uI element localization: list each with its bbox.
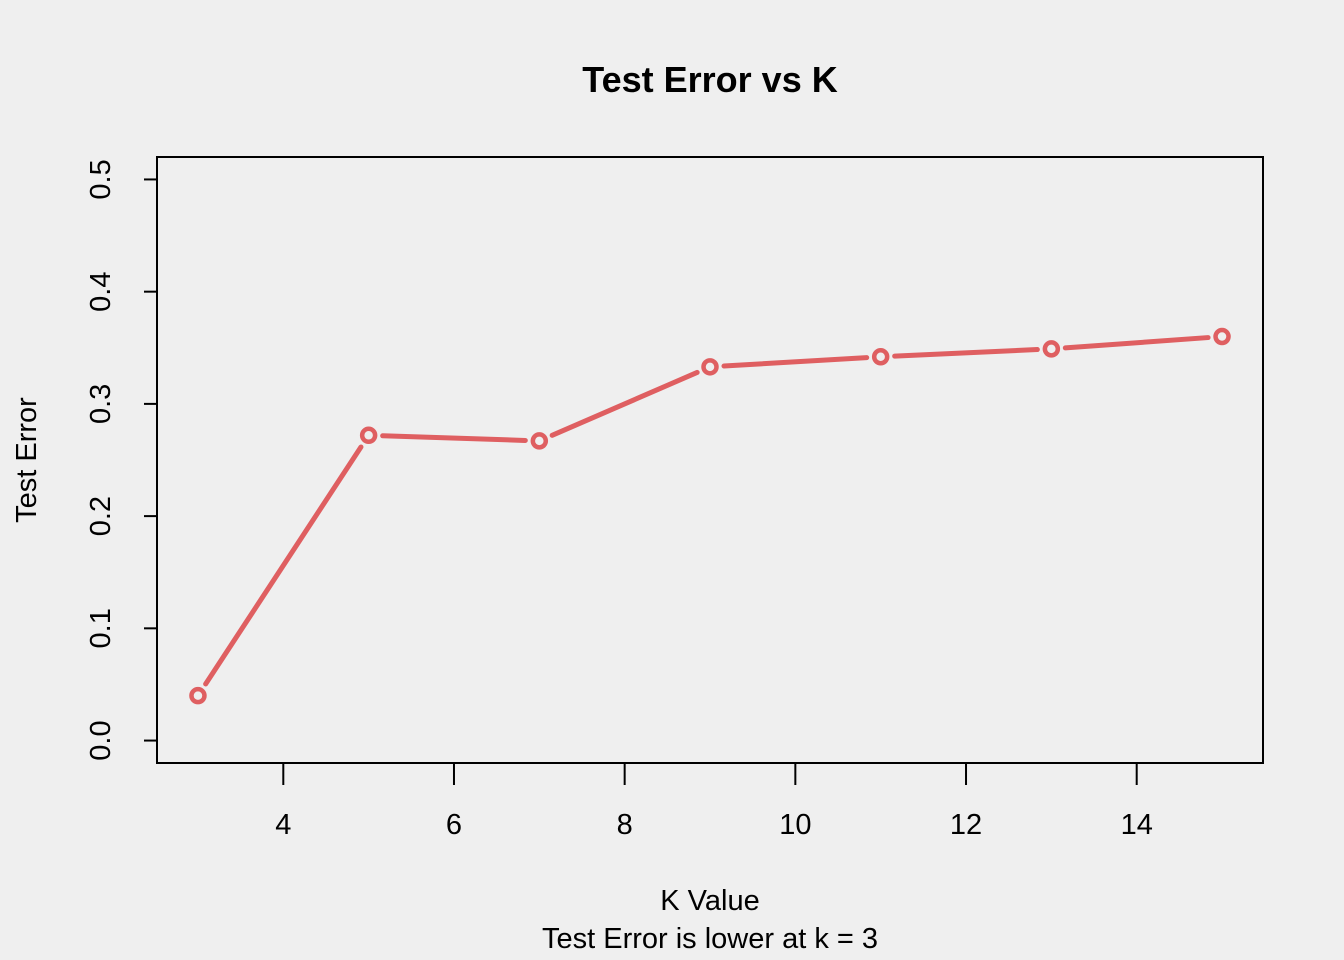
data-point xyxy=(189,686,207,705)
y-tick-label: 0.3 xyxy=(85,384,117,424)
data-point xyxy=(701,358,719,376)
plot-frame xyxy=(156,156,1264,764)
y-tick-label: 0.1 xyxy=(85,608,117,648)
data-point xyxy=(530,432,549,450)
data-point xyxy=(1213,327,1231,346)
x-tick-label: 12 xyxy=(950,809,982,841)
series-segment xyxy=(721,355,870,369)
series-segment xyxy=(549,369,700,438)
y-tick-label: 0.0 xyxy=(85,720,117,760)
y-axis: 0.0 0.1 0.2 0.3 0.4 0.5 xyxy=(85,159,158,761)
chart-title: Test Error vs K xyxy=(582,59,837,100)
x-tick-label: 14 xyxy=(1121,809,1153,841)
data-point xyxy=(871,348,890,366)
data-point xyxy=(359,426,378,445)
series-segment xyxy=(380,433,528,443)
x-tick-label: 6 xyxy=(446,809,462,841)
y-tick-label: 0.5 xyxy=(85,159,117,199)
series-segment xyxy=(892,347,1040,359)
x-tick-label: 8 xyxy=(617,809,633,841)
series-line xyxy=(203,335,1211,687)
y-tick-label: 0.2 xyxy=(85,496,117,536)
x-axis-label: K Value xyxy=(660,885,759,917)
series-points xyxy=(189,327,1231,705)
x-tick-label: 10 xyxy=(779,809,811,841)
data-point xyxy=(1042,340,1061,358)
chart-subtitle: Test Error is lower at k = 3 xyxy=(542,923,878,955)
y-axis-label: Test Error xyxy=(11,397,43,523)
series-segment xyxy=(1062,335,1211,351)
x-axis: 4 6 8 10 12 14 xyxy=(275,762,1153,841)
series-segment xyxy=(203,444,364,687)
x-tick-label: 4 xyxy=(275,809,291,841)
y-tick-label: 0.4 xyxy=(85,272,117,312)
